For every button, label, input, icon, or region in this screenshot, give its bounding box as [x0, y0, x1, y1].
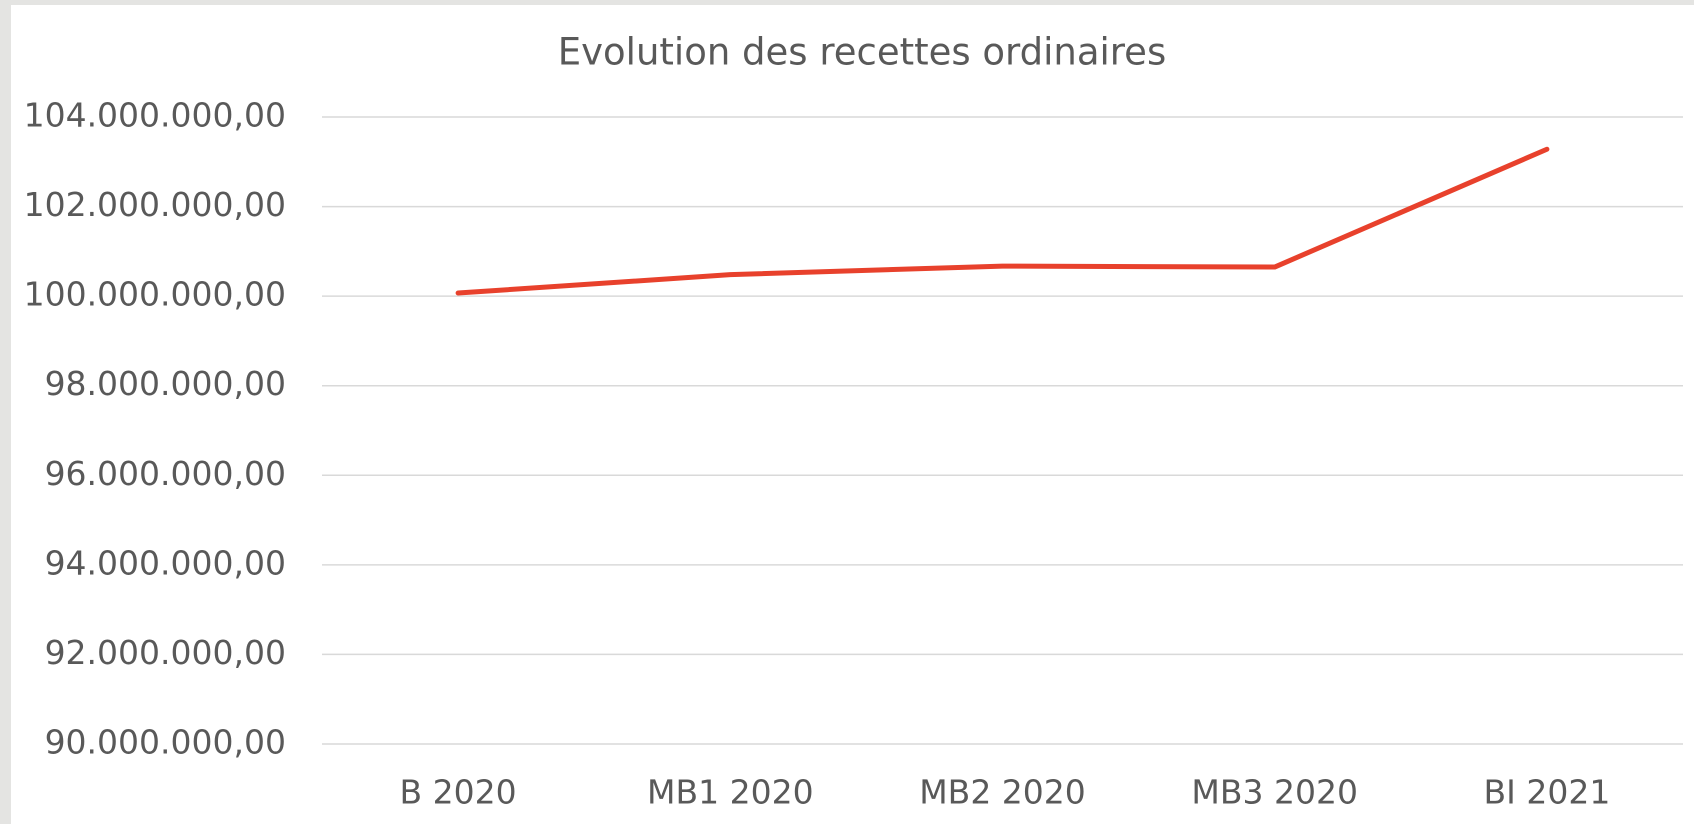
y-tick-label: 102.000.000,00 [24, 185, 286, 224]
x-tick-label: MB2 2020 [919, 773, 1086, 812]
y-tick-label: 92.000.000,00 [45, 633, 286, 672]
x-tick-label: MB3 2020 [1191, 773, 1358, 812]
data-line [455, 146, 1550, 296]
chart-title: Evolution des recettes ordinaires [558, 31, 1166, 74]
chart-background [11, 5, 1694, 824]
y-tick-label: 98.000.000,00 [45, 364, 286, 403]
y-tick-label: 104.000.000,00 [24, 96, 286, 135]
x-tick-label: BI 2021 [1483, 773, 1610, 812]
x-tick-label: B 2020 [400, 773, 517, 812]
y-tick-label: 94.000.000,00 [45, 543, 286, 582]
y-tick-label: 96.000.000,00 [45, 454, 286, 493]
y-tick-label: 100.000.000,00 [24, 275, 286, 314]
y-tick-label: 90.000.000,00 [45, 723, 286, 762]
x-tick-label: MB1 2020 [647, 773, 814, 812]
